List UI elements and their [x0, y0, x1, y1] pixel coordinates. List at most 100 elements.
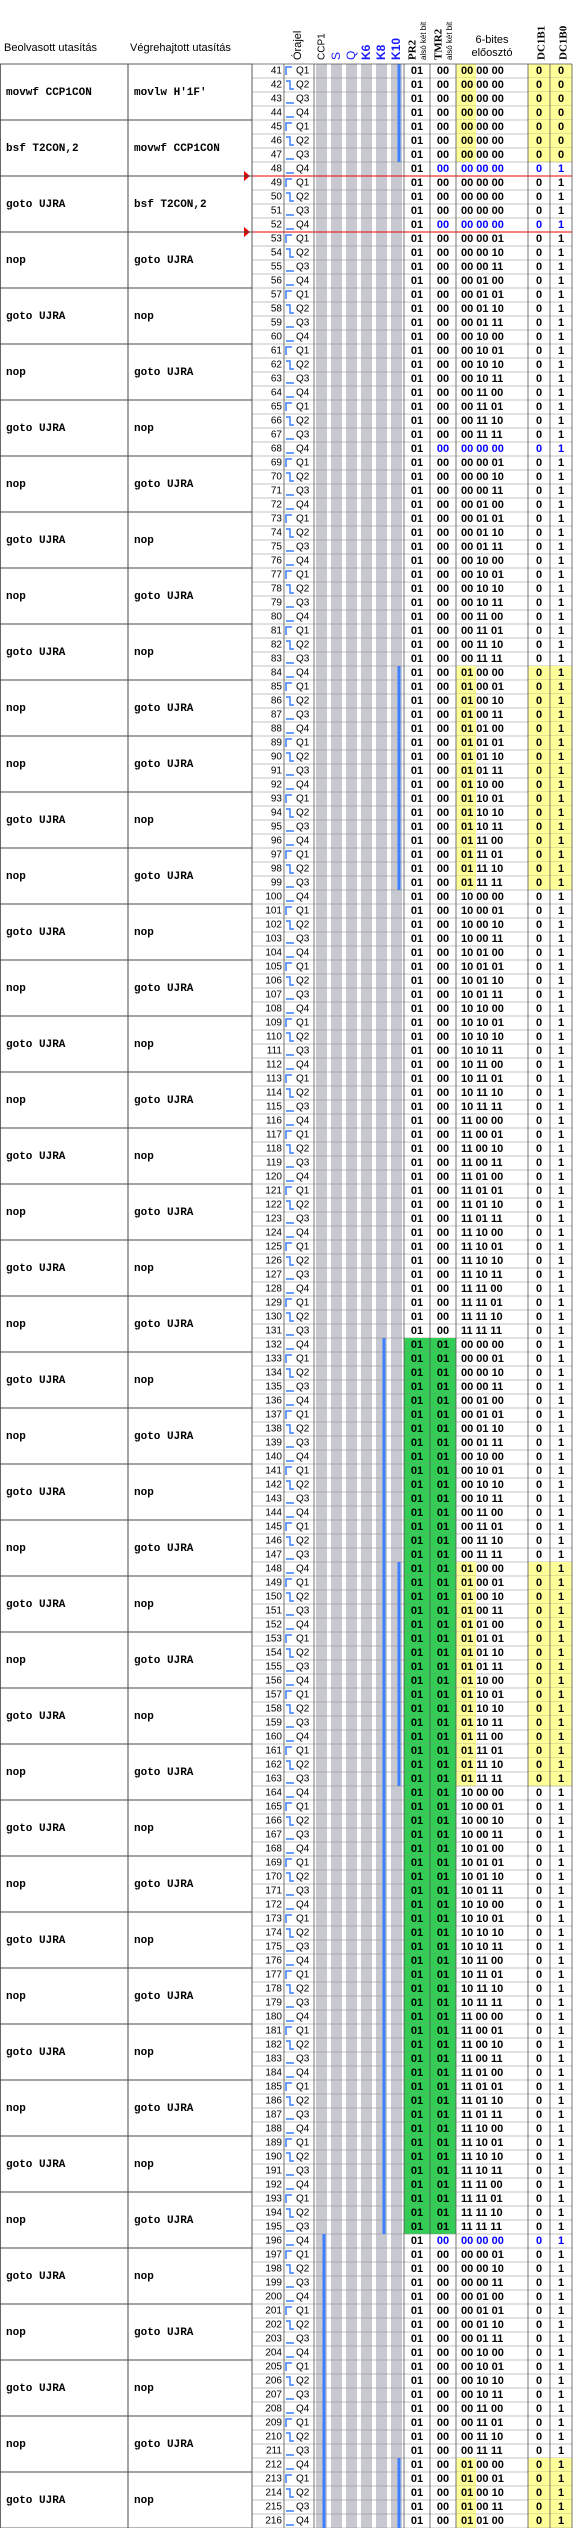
row-number: 58: [271, 304, 283, 315]
row-number: 123: [265, 1214, 282, 1225]
clock-wave: [286, 192, 294, 202]
row-number: 143: [265, 1494, 282, 1505]
tmr2-value: 00: [437, 2249, 449, 2261]
pr2-value: 01: [411, 835, 423, 847]
match-highlight: [456, 1730, 476, 1744]
row-number: 107: [265, 990, 282, 1001]
dc1b0-value: 1: [558, 2263, 564, 2275]
dc1b0-value: 1: [558, 1983, 564, 1995]
clock-phase: Q4: [296, 332, 310, 343]
prescaler-value: 00 00 00: [461, 1339, 504, 1351]
clock-wave: [286, 136, 294, 146]
row-number: 203: [265, 2334, 282, 2345]
row-number: 186: [265, 2096, 282, 2107]
clock-wave: [285, 178, 292, 187]
tmr2-value: 00: [437, 401, 449, 413]
fetched-instruction: nop: [6, 2103, 26, 2115]
pr2-header: PR2: [407, 39, 419, 60]
tmr2-value: 01: [437, 1507, 449, 1519]
pr2-value: 01: [411, 2333, 423, 2345]
prescaler-value: 11 00 11: [461, 1157, 503, 1169]
row-number: 133: [265, 1354, 282, 1365]
clock-wave: [285, 1130, 292, 1139]
executed-instruction: goto UJRA: [134, 703, 194, 715]
dc1b1-value: 0: [536, 2095, 542, 2107]
executed-instruction: goto UJRA: [134, 2103, 194, 2115]
pr2-value: 01: [411, 2235, 423, 2247]
clock-phase: Q2: [296, 1032, 310, 1043]
row-number: 211: [266, 2446, 282, 2457]
prescaler-value: 00 10 01: [461, 345, 504, 357]
clock-phase: Q3: [296, 1942, 310, 1953]
row-number: 127: [265, 1270, 282, 1281]
prescaler-value: 01 10 10: [461, 1703, 504, 1715]
row-number: 101: [265, 906, 282, 917]
fetched-instruction: nop: [6, 1207, 26, 1219]
row-number: 167: [265, 1830, 282, 1841]
dc1b0-value: 1: [558, 2473, 564, 2485]
dc1b1-value: 0: [536, 1003, 542, 1015]
fetched-instruction: goto UJRA: [6, 199, 66, 211]
dc1b0-value: 1: [558, 485, 564, 497]
row-number: 59: [271, 318, 283, 329]
tmr2-value: 00: [437, 681, 449, 693]
clock-phase: Q3: [296, 1326, 310, 1337]
pr2-value: 01: [411, 1535, 423, 1547]
dc1b0-value: 1: [558, 219, 564, 231]
clock-phase: Q2: [296, 696, 310, 707]
row-number: 94: [271, 808, 283, 819]
row-number: 213: [265, 2474, 282, 2485]
executed-instruction: nop: [134, 535, 154, 547]
dc1b0-value: 1: [558, 191, 564, 203]
prescaler-value: 00 00 00: [461, 163, 504, 175]
clock-wave: [286, 1032, 294, 1042]
tmr2-value: 00: [437, 877, 449, 889]
tmr2-value: 00: [437, 723, 449, 735]
pr2-value: 01: [411, 625, 423, 637]
pr2-value: 01: [411, 1521, 423, 1533]
prescaler-value: 01 11 10: [461, 863, 503, 875]
match-highlight: [456, 1632, 476, 1646]
dc1b0-value: 1: [558, 2081, 564, 2093]
clock-wave: [286, 1480, 294, 1490]
fetched-instruction: goto UJRA: [6, 1375, 66, 1387]
prescaler-value: 11 01 00: [461, 2067, 503, 2079]
dc1b1-value: 0: [536, 107, 542, 119]
executed-instruction: goto UJRA: [134, 871, 194, 883]
row-number: 49: [271, 178, 283, 189]
tmr2-value: 01: [437, 1913, 449, 1925]
dc1b1-value: 0: [536, 765, 542, 777]
dc1b1-value: 0: [536, 625, 542, 637]
dc1b0-value: 1: [558, 2095, 564, 2107]
tmr2-value: 00: [437, 863, 449, 875]
clock-phase: Q2: [296, 80, 310, 91]
row-number: 100: [265, 892, 282, 903]
tmr2-value: 01: [437, 1745, 449, 1757]
dc1b0-value: 1: [558, 989, 564, 1001]
dc1b1-value: 0: [536, 261, 542, 273]
clock-phase: Q1: [296, 234, 310, 245]
clock-phase: Q1: [296, 1298, 310, 1309]
row-number: 121: [265, 1186, 282, 1197]
prescaler-value: 00 00 00: [461, 2235, 504, 2247]
dc1b1-value: 0: [536, 1451, 542, 1463]
clock-phase: Q1: [296, 962, 310, 973]
prescaler-value: 10 11 11: [461, 1101, 503, 1113]
dc1b0-value: 1: [558, 625, 564, 637]
prescaler-value: 11 11 00: [461, 2179, 503, 2191]
dc1b1-value: 0: [536, 121, 542, 133]
prescaler-value: 10 10 00: [461, 1003, 504, 1015]
executed-instruction: nop: [134, 1711, 154, 1723]
signal-header: K6: [359, 44, 373, 60]
dc1b1-value: 0: [536, 821, 542, 833]
pr2-value: 01: [411, 1367, 423, 1379]
fetched-instruction: nop: [6, 871, 26, 883]
fetched-instruction: goto UJRA: [6, 1711, 66, 1723]
dc1b0-value: 1: [558, 541, 564, 553]
fetched-instruction: nop: [6, 1543, 26, 1555]
row-number: 43: [271, 94, 283, 105]
prescaler-value: 11 11 10: [461, 1311, 503, 1323]
prescaler-value: 00 01 10: [461, 1423, 504, 1435]
prescaler-value: 00 01 10: [461, 527, 504, 539]
pr2-value: 01: [411, 2319, 423, 2331]
